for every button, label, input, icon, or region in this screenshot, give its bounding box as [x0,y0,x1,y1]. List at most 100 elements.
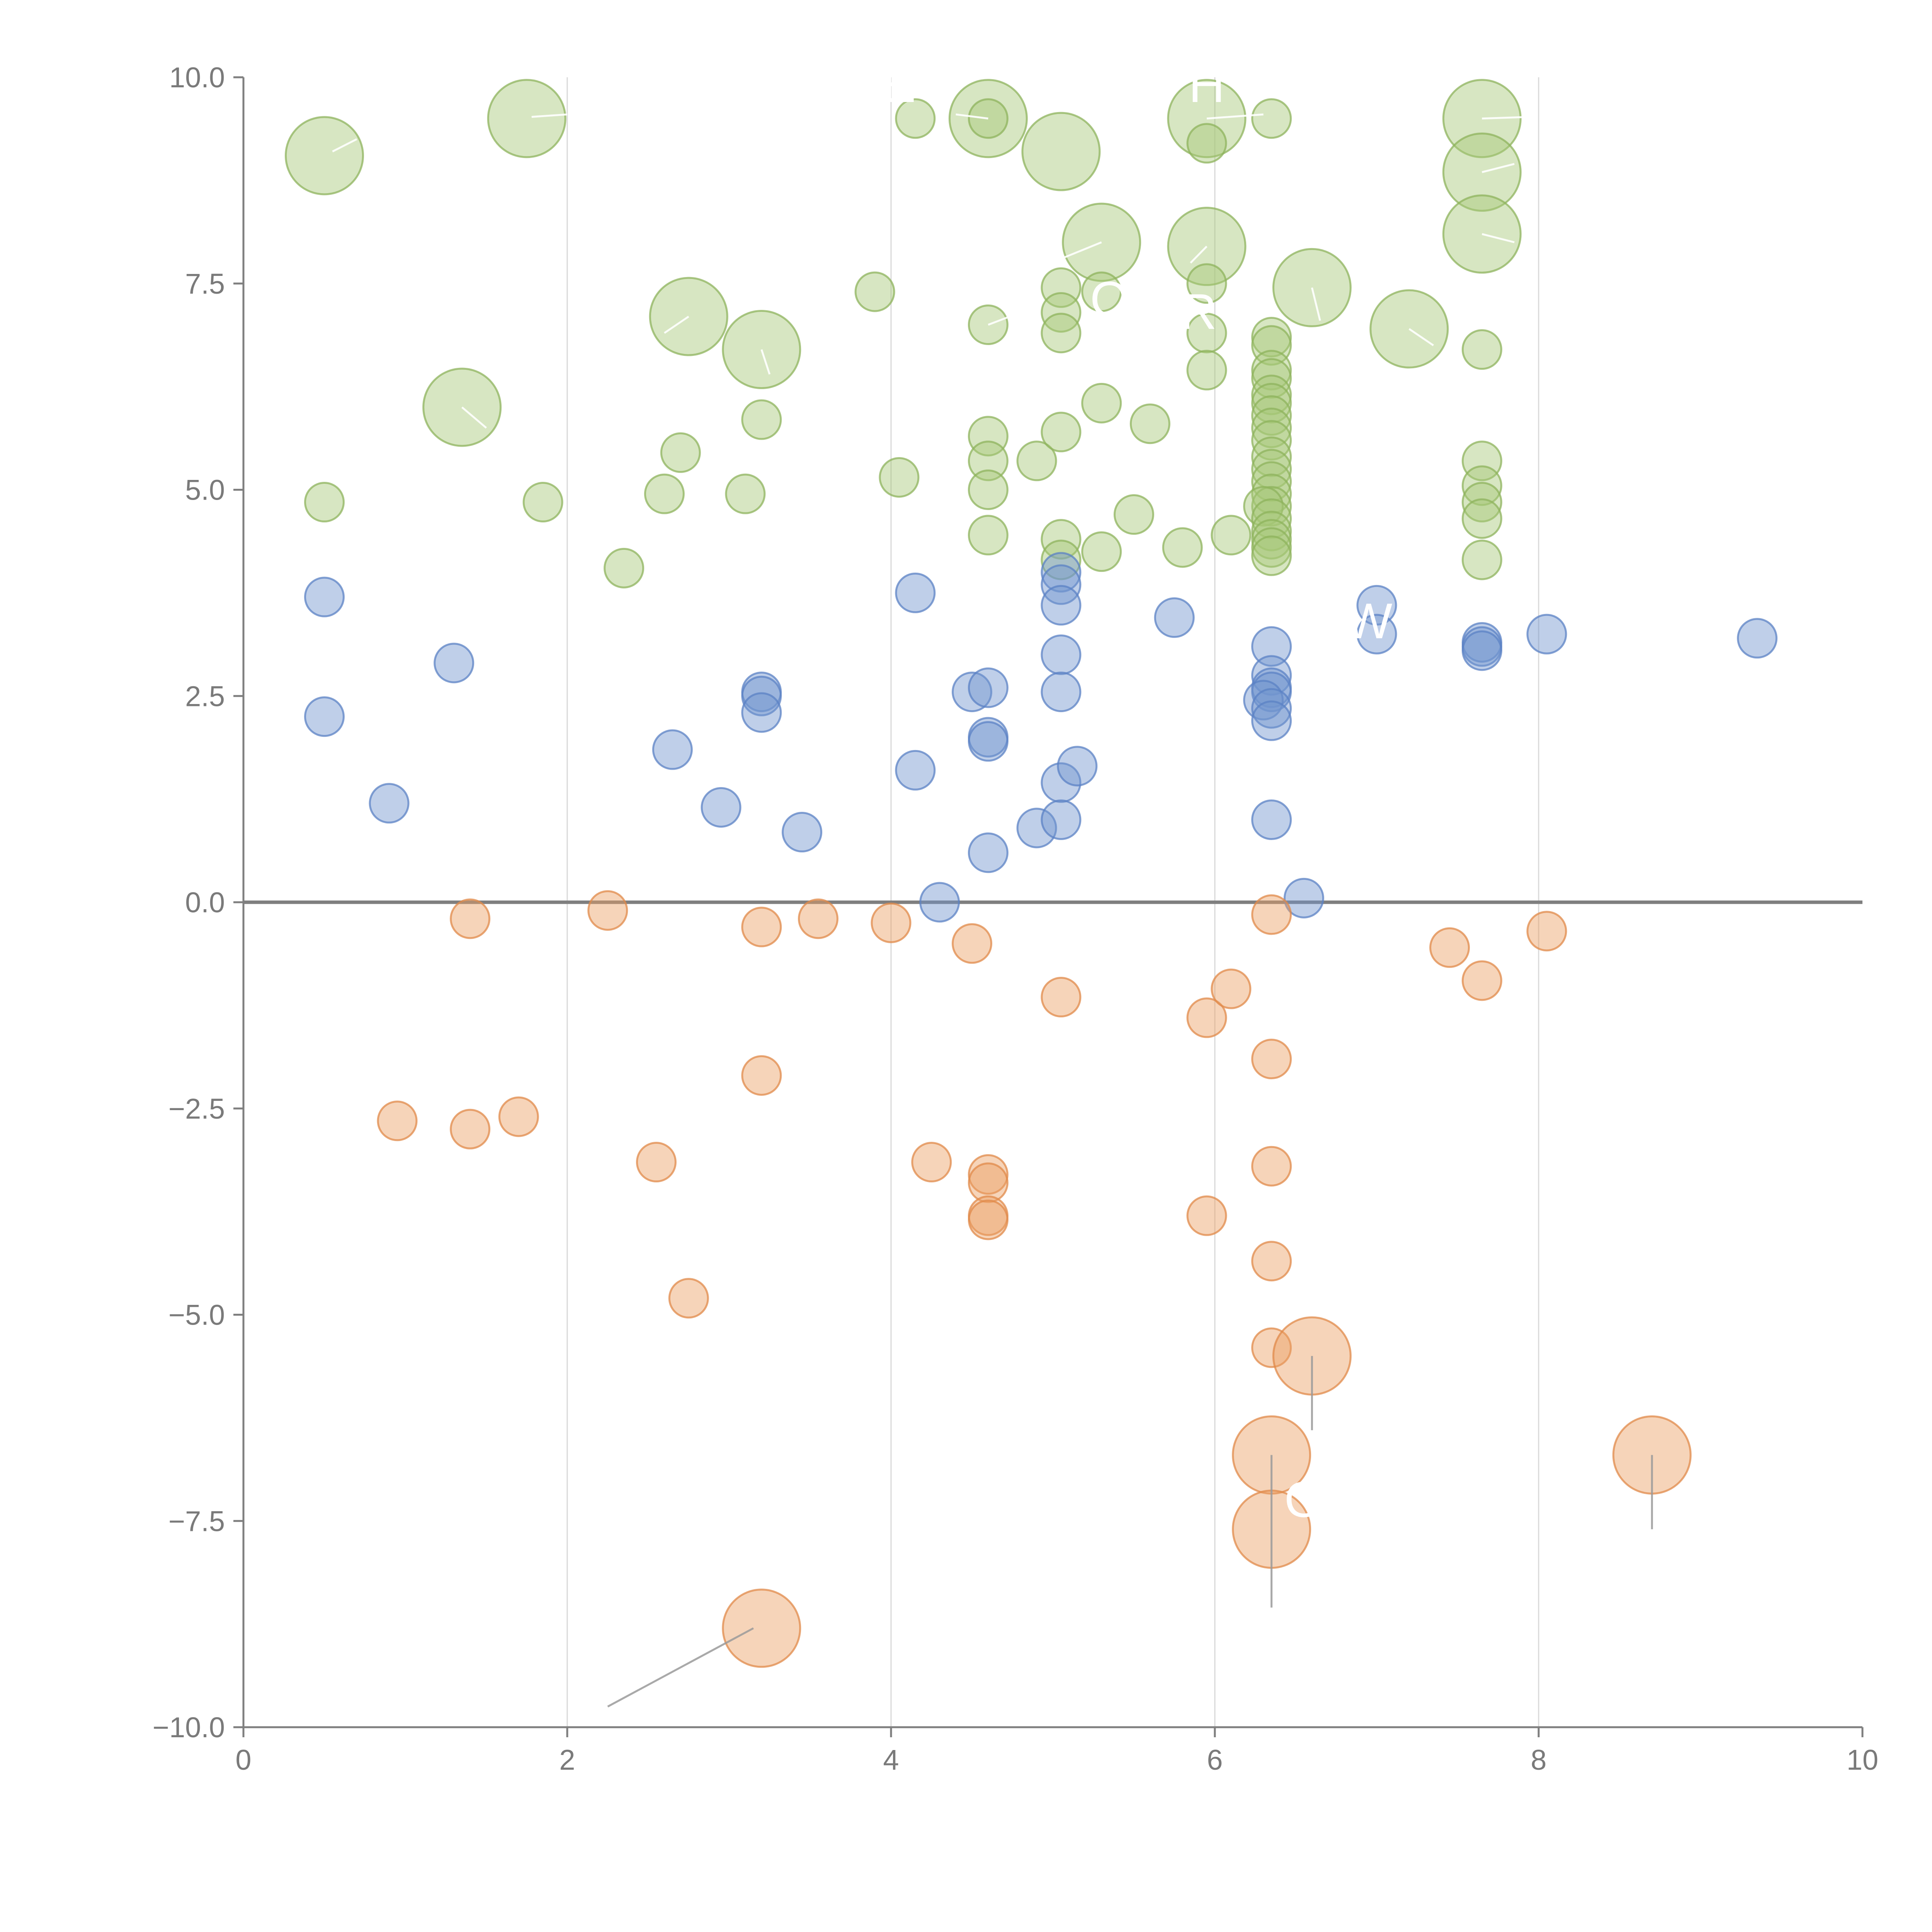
annotation-layer: E HO RWO [883,56,1393,1528]
orange-bubble [1251,1327,1292,1368]
green-bubble [1041,313,1082,354]
blue-bubble [1737,618,1778,659]
blue-bubble [1041,799,1082,840]
leader-line [1206,113,1264,120]
green-bubble [1243,486,1284,527]
green-bubble [1251,98,1292,139]
green-bubble [1186,350,1227,391]
green-bubble [1251,420,1292,461]
blue-bubble [1041,672,1082,713]
green-bubble [1081,271,1122,312]
green-bubble [1251,317,1292,358]
green-bubble [1461,440,1502,481]
blue-bubble [1041,634,1082,675]
leader-line [956,113,988,120]
green-bubble [1081,383,1122,423]
green-bubble [968,416,1009,457]
green-bubble [304,482,345,523]
orange-bubble [968,1162,1009,1203]
blue-bubble [1041,552,1082,593]
green-bubble [1186,123,1227,164]
green-bubble [604,548,645,588]
green-bubble [1129,403,1170,444]
orange-bubble [1251,1241,1292,1282]
green-bubble [1251,498,1292,539]
orange-bubble [968,1199,1009,1240]
green-bubble [1461,482,1502,523]
blue-bubble [652,729,693,770]
blue-bubble [1016,808,1057,849]
orange-bubble [1526,911,1567,952]
blue-bubble [1526,614,1567,655]
green-bubble [1186,263,1227,304]
orange-bubble [741,906,782,947]
green-bubble [725,473,766,514]
leader-line [1190,245,1208,264]
orange-bubble [952,923,992,964]
blue-bubble [369,783,410,824]
green-bubble [1041,539,1082,580]
green-bubble [660,432,701,473]
blue-bubble [782,812,823,853]
green-bubble [1461,539,1502,580]
leader-line [332,138,357,153]
green-bubble [1251,350,1292,391]
orange-bubble [636,1142,677,1183]
leader-line [663,316,689,334]
green-bubble [1016,440,1057,481]
green-bubble [1041,412,1082,452]
green-bubble [741,399,782,440]
blue-bubble [1356,585,1397,626]
orange-bubble [741,1055,782,1096]
annotation-label: O [1284,1471,1323,1528]
leader-line [1311,287,1321,321]
series-blue [304,552,1778,923]
green-bubble [1461,498,1502,539]
blue-bubble [1057,746,1098,787]
green-bubble [1251,383,1292,423]
green-bubble [1251,473,1292,514]
y-tick-label: −5.0 [168,1299,225,1331]
green-bubble [895,98,936,139]
leader-line [1481,233,1515,243]
green-bubble [1461,329,1502,370]
annotation-label: R [1180,283,1217,340]
blue-bubble [1461,630,1502,671]
green-bubble [1251,358,1292,399]
orange-bubble [377,1100,418,1141]
orange-bubble [911,1142,952,1183]
blue-bubble [968,721,1009,762]
green-bubble [1114,494,1154,535]
orange-bubble [1251,894,1292,935]
green-bubble [968,515,1009,556]
orange-bubble [450,1109,491,1150]
green-bubble [879,457,920,498]
green-bubble [1251,436,1292,477]
green-bubble [1211,515,1252,556]
blue-bubble [304,577,345,617]
green-bubble [487,79,566,158]
green-bubble [1041,292,1082,333]
annotation-label: E [883,56,916,113]
orange-bubble [1251,1146,1292,1187]
orange-bubble [1251,1039,1292,1080]
blue-bubble [1041,564,1082,605]
orange-bubble [1211,968,1252,1009]
green-bubble [854,271,895,312]
leader-line [988,311,1021,326]
y-tick-label: 10.0 [169,61,225,94]
x-tick-label: 8 [1531,1744,1546,1776]
orange-bubble [668,1278,709,1319]
y-tick-label: −10.0 [153,1711,225,1743]
x-tick-label: 10 [1847,1744,1878,1776]
green-bubble [968,469,1009,510]
leader-line [461,406,487,429]
y-tick-label: −2.5 [168,1093,225,1125]
orange-bubble [1429,927,1470,968]
x-tick-label: 6 [1207,1744,1223,1776]
blue-bubble [952,672,992,713]
green-bubble [1162,527,1203,568]
green-bubble [1041,267,1082,308]
green-bubble [1251,519,1292,560]
annotation-label: H [1189,56,1225,113]
